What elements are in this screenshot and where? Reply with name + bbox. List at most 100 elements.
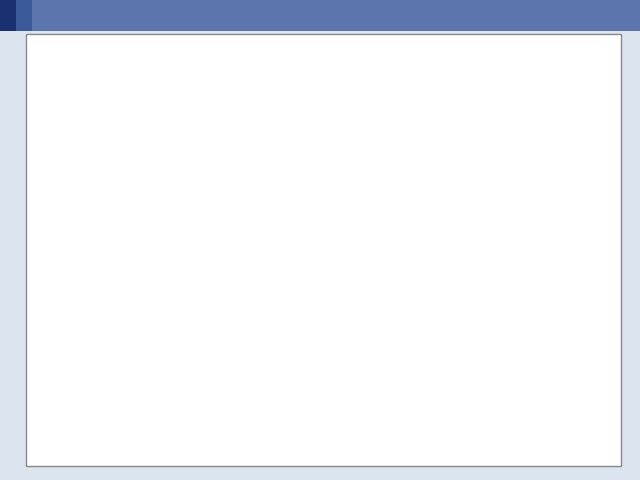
Circle shape <box>266 364 272 371</box>
Text: Renin from JGA: Renin from JGA <box>185 108 253 118</box>
Circle shape <box>173 290 180 298</box>
Polygon shape <box>169 166 206 184</box>
Ellipse shape <box>195 345 202 349</box>
Ellipse shape <box>258 332 264 337</box>
Circle shape <box>289 216 296 223</box>
Circle shape <box>253 394 259 400</box>
Circle shape <box>138 255 146 262</box>
Circle shape <box>244 396 251 403</box>
Ellipse shape <box>230 214 244 245</box>
Ellipse shape <box>271 336 277 341</box>
Ellipse shape <box>169 365 263 394</box>
Polygon shape <box>168 278 214 361</box>
Text: Renin-Angiotensin-Aldosterone System: Renin-Angiotensin-Aldosterone System <box>54 48 593 76</box>
Circle shape <box>215 400 222 406</box>
Circle shape <box>235 167 243 174</box>
Circle shape <box>165 177 173 184</box>
Ellipse shape <box>231 329 237 333</box>
Text: Na⁺: Na⁺ <box>171 374 189 384</box>
Circle shape <box>225 353 232 359</box>
Circle shape <box>154 382 161 388</box>
Circle shape <box>134 231 141 239</box>
Circle shape <box>272 372 278 378</box>
Text: Copyright © motifolio.com: Copyright © motifolio.com <box>514 452 616 461</box>
Text: Angiotensin I: Angiotensin I <box>356 90 415 98</box>
Circle shape <box>163 389 170 396</box>
Circle shape <box>269 384 276 390</box>
Circle shape <box>286 208 294 216</box>
Circle shape <box>138 208 146 216</box>
Circle shape <box>198 299 206 306</box>
Ellipse shape <box>236 342 243 347</box>
Circle shape <box>142 262 150 269</box>
Circle shape <box>134 240 142 247</box>
Circle shape <box>215 352 222 359</box>
Circle shape <box>189 167 197 174</box>
Circle shape <box>260 361 266 367</box>
Circle shape <box>147 269 154 276</box>
Ellipse shape <box>179 330 185 335</box>
Circle shape <box>226 299 234 306</box>
Text: Na⁺ and H₂O retention
Increased blood volume
Increased blood pressure: Na⁺ and H₂O retention Increased blood vo… <box>159 424 273 454</box>
Circle shape <box>253 358 259 364</box>
Circle shape <box>198 165 206 172</box>
Ellipse shape <box>202 209 207 227</box>
Circle shape <box>278 194 285 202</box>
Circle shape <box>152 275 160 283</box>
Ellipse shape <box>264 330 271 335</box>
Circle shape <box>158 366 164 372</box>
Circle shape <box>290 224 298 231</box>
Circle shape <box>186 355 192 361</box>
Text: Aldosterone: Aldosterone <box>455 332 513 340</box>
Circle shape <box>252 173 259 180</box>
Circle shape <box>147 194 154 202</box>
Text: Angiotensin II: Angiotensin II <box>479 176 541 185</box>
Circle shape <box>226 165 234 172</box>
Circle shape <box>173 173 180 180</box>
Circle shape <box>158 182 166 190</box>
Ellipse shape <box>168 332 174 337</box>
Ellipse shape <box>236 331 243 336</box>
Circle shape <box>259 286 267 293</box>
Circle shape <box>217 164 225 171</box>
Circle shape <box>163 363 170 369</box>
Text: Lung: Lung <box>538 181 561 191</box>
Ellipse shape <box>168 341 174 346</box>
Circle shape <box>289 247 296 254</box>
Ellipse shape <box>208 185 225 228</box>
Circle shape <box>142 201 150 208</box>
Circle shape <box>236 354 242 360</box>
Text: Adrenal: Adrenal <box>538 386 575 396</box>
Ellipse shape <box>163 336 170 341</box>
Ellipse shape <box>225 209 230 227</box>
Circle shape <box>186 397 192 404</box>
Ellipse shape <box>190 342 196 347</box>
Text: Converting
enzyme
in lung: Converting enzyme in lung <box>395 114 445 144</box>
Polygon shape <box>218 278 264 361</box>
Circle shape <box>153 374 159 380</box>
Circle shape <box>181 169 189 177</box>
Ellipse shape <box>140 169 292 301</box>
Ellipse shape <box>161 330 168 335</box>
Ellipse shape <box>196 199 212 237</box>
Circle shape <box>266 182 274 190</box>
Ellipse shape <box>247 343 254 348</box>
Ellipse shape <box>262 336 269 341</box>
Polygon shape <box>169 166 180 195</box>
Ellipse shape <box>195 329 202 333</box>
Polygon shape <box>226 166 237 195</box>
Ellipse shape <box>190 331 196 336</box>
Circle shape <box>282 262 290 269</box>
Circle shape <box>181 294 189 301</box>
Circle shape <box>177 395 184 402</box>
Text: K⁺: K⁺ <box>221 360 232 371</box>
Circle shape <box>153 378 159 384</box>
Circle shape <box>158 386 164 392</box>
Ellipse shape <box>247 330 254 335</box>
Circle shape <box>134 224 142 231</box>
Ellipse shape <box>188 214 202 245</box>
Ellipse shape <box>264 343 271 348</box>
Polygon shape <box>252 166 263 195</box>
Circle shape <box>273 275 280 283</box>
Polygon shape <box>226 166 263 184</box>
